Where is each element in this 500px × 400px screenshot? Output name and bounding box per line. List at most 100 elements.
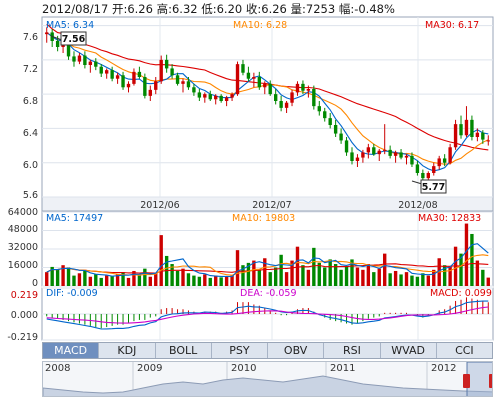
candle-body — [399, 152, 403, 158]
price-ma5-legend: MA5: 6.34 — [46, 20, 94, 31]
candle-body — [159, 59, 163, 82]
candle-body — [192, 87, 196, 93]
candle-body — [132, 71, 136, 84]
candle-body — [257, 77, 262, 88]
candle-body — [404, 155, 409, 158]
tab-rsi[interactable]: RSI — [324, 343, 381, 358]
tab-boll[interactable]: BOLL — [156, 343, 212, 358]
volume-bar — [126, 277, 131, 286]
candle-body — [175, 75, 180, 84]
volume-bar — [333, 264, 338, 286]
macd-y-tick: 0.219 — [11, 290, 38, 301]
low-label: 低: — [201, 2, 217, 16]
tab-psy[interactable]: PSY — [212, 343, 268, 358]
moving-average-lines — [46, 23, 489, 330]
candle-body — [246, 72, 251, 79]
volume-bar — [312, 247, 316, 286]
candle-body — [273, 94, 278, 101]
macd-dea-legend: DEA: -0.059 — [240, 288, 297, 299]
volume-bar — [442, 265, 447, 286]
candle-body — [290, 92, 294, 103]
candle-body — [208, 94, 212, 100]
candle-body — [94, 61, 98, 67]
low-marker: 5.77 — [411, 179, 447, 194]
volume-ma30-line — [46, 262, 489, 274]
quote-summary: 2012/08/17 开:6.26 高:6.32 低:6.20 收:6.26 量… — [42, 1, 395, 17]
time-navigator[interactable]: 2008 2009 2010 2011 2012 — [42, 361, 493, 397]
x-tick: 2012/08 — [398, 200, 437, 211]
volume-label: 量: — [290, 2, 306, 16]
volume-bar — [410, 275, 414, 286]
volume-bar — [148, 276, 152, 286]
candle-body — [241, 64, 245, 73]
candle-body — [88, 61, 93, 65]
candle-body — [306, 89, 311, 91]
candle-body — [442, 158, 447, 163]
volume-bar — [432, 269, 436, 286]
volume-value: 7253 — [305, 2, 336, 16]
candle-body — [235, 64, 240, 95]
candle-body — [230, 94, 234, 98]
volume-bar — [279, 254, 283, 286]
tab-wvad[interactable]: WVAD — [381, 343, 437, 358]
volume-y-tick: 64000 — [8, 207, 38, 218]
candle-body — [72, 56, 76, 62]
volume-bar — [170, 264, 174, 286]
volume-bar — [470, 233, 474, 286]
volume-bar — [486, 277, 490, 286]
candle-body — [317, 106, 321, 112]
candle-body — [154, 81, 158, 90]
volume-bar — [132, 270, 136, 286]
candle-body — [339, 133, 343, 141]
tab-cci[interactable]: CCI — [455, 344, 474, 357]
volume-bar — [383, 253, 387, 286]
volume-y-tick: 16000 — [8, 260, 38, 271]
nav-year-label: 2012 — [431, 363, 457, 374]
x-tick: 2012/07 — [252, 200, 291, 211]
candle-body — [415, 164, 420, 173]
high-marker-label: 7.56 — [62, 34, 86, 45]
price-ma30-line — [46, 23, 489, 151]
price-ma30-legend: MA30: 6.17 — [425, 20, 479, 31]
x-tick: 2012/06 — [140, 200, 179, 211]
navigator-handle-right[interactable] — [489, 374, 493, 388]
high-label: 高: — [156, 2, 172, 16]
candle-body — [219, 95, 223, 101]
volume-bar — [159, 235, 163, 286]
candle-body — [388, 149, 392, 156]
tab-obv[interactable]: OBV — [268, 343, 325, 358]
volume-bar — [361, 269, 365, 286]
volume-bar — [268, 272, 272, 286]
candle-body — [393, 152, 398, 156]
volume-bar — [77, 273, 82, 286]
volume-bar — [301, 265, 305, 286]
volume-bar — [306, 269, 311, 286]
candle-body — [344, 140, 349, 153]
tab-kdj[interactable]: KDJ — [99, 343, 156, 358]
price-y-tick: 7.6 — [23, 32, 38, 43]
volume-bar — [61, 265, 65, 286]
candle-body — [366, 147, 371, 153]
candle-body — [459, 124, 463, 136]
change-label: 幅: — [338, 2, 355, 16]
navigator-overview — [43, 362, 493, 396]
navigator-handle-left[interactable] — [463, 374, 470, 388]
candle-body — [333, 125, 338, 134]
volume-bar — [323, 267, 327, 286]
stock-chart: 7.6 7.2 6.8 6.4 6.0 5.6 2012/06 2012/07 … — [7, 16, 494, 342]
price-ma10-line — [46, 31, 489, 165]
tab-macd[interactable]: MACD — [43, 343, 100, 358]
candle-body — [121, 75, 125, 88]
candle-body — [186, 81, 191, 88]
candle-body — [45, 32, 49, 35]
volume-y-tick: 48000 — [8, 224, 38, 235]
candle-body — [110, 70, 114, 79]
candle-body — [279, 101, 283, 108]
macd-dif-legend: DIF: -0.009 — [46, 288, 98, 299]
candle-body — [426, 173, 431, 179]
candle-body — [115, 75, 120, 79]
high-value: 6.32 — [171, 2, 198, 16]
volume-bar — [72, 275, 76, 286]
volume-bar — [219, 277, 223, 286]
macd-dif-line — [46, 300, 489, 330]
